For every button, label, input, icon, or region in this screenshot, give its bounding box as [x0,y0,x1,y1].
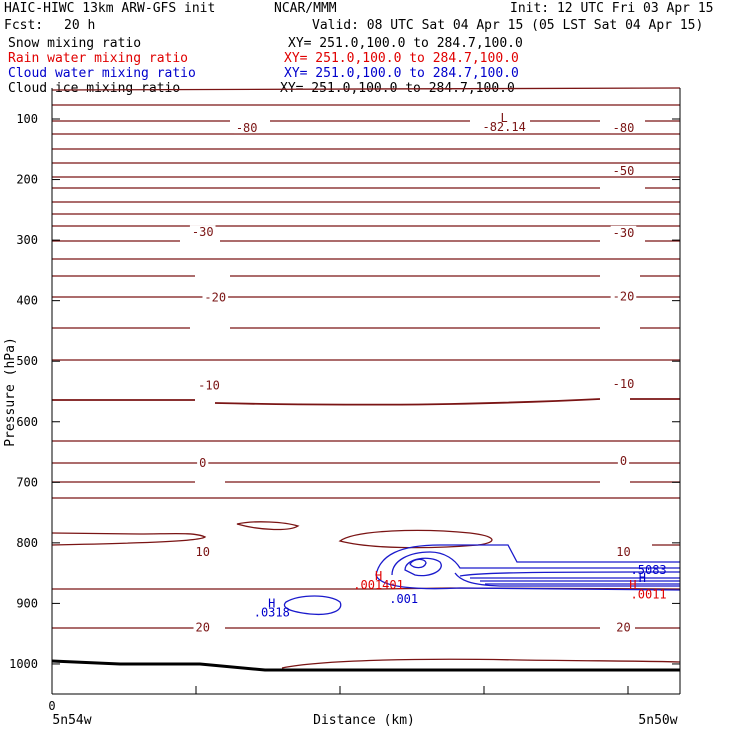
temperature-contour-label: -82.14 [482,120,525,134]
contour-label-background [202,290,229,303]
field-cloudwater-xy: XY= 251.0,100.0 to 284.7,100.0 [284,66,519,81]
y-tick-label: 400 [16,294,38,308]
extremum-marker: H [629,578,636,592]
y-axis-title: Pressure (hPa) [3,337,18,447]
field-cloudwater-name: Cloud water mixing ratio [8,66,196,81]
fcst-label: Fcst: [4,18,44,33]
init-time: Init: 12 UTC Fri 03 Apr 15 [510,1,714,16]
temperature-contour-label: 10 [195,545,209,559]
extremum-value-label: .0011 [631,587,667,601]
y-tick-label: 300 [16,233,38,247]
y-tick-label: 700 [16,475,38,489]
temperature-contour-label: 0 [620,454,627,468]
org-label: NCAR/MMM [274,1,337,16]
surface-line [51,659,680,672]
contour-label-background [610,225,637,238]
contour-label-background [193,544,212,557]
contour-label-background [193,620,212,633]
valid-time: Valid: 08 UTC Sat 04 Apr 15 (05 LST Sat … [312,18,704,33]
extremum-marker: H [639,571,646,585]
temperature-contour-label: 20 [195,621,209,635]
extremum-marker: H [268,596,275,610]
temperature-contour-label: 10 [616,545,630,559]
contour-labels: -80 -82.14 -80 -50 -30 -30 -20 -20 -10 -10 0 0 10 10 2… [189,111,667,635]
temperature-contour-label: 0 [199,456,206,470]
extremum-value-label: .0318 [254,605,290,619]
contour-label-background [189,225,216,238]
y-tick-label: 100 [16,112,38,126]
contour-label-background [610,121,637,134]
field-rain-xy: XY= 251.0,100.0 to 284.7,100.0 [284,51,519,66]
y-tick-label: 500 [16,354,38,368]
y-tick-label: 800 [16,536,38,550]
temperature-contour-label: -30 [192,225,214,239]
contour-label-background [614,620,633,633]
contour-label-background [233,121,260,134]
axis-frame [51,88,681,695]
cloud-water-contours [283,544,681,616]
x-start-tick-label: 0 [48,699,55,713]
contour-label-background [610,164,637,177]
plot-title: HAIC-HIWC 13km ARW-GFS init [4,1,216,16]
temperature-contour-label: -20 [204,291,226,305]
contour-label-background [197,455,209,468]
extremum-value-label: .001 [389,592,418,606]
temperature-contour-label: -10 [198,378,220,392]
contour-label-background [610,289,637,302]
extremum-value-label: .001401 [353,578,404,592]
temperature-contour-label: -50 [613,164,635,178]
temperature-contour-label: -30 [613,226,635,240]
extremum-marker: H [375,569,382,583]
temperature-contour-label: -80 [613,121,635,135]
field-rain-name: Rain water mixing ratio [8,51,189,66]
x-axis-ticks [195,686,629,694]
x-right-label: 5n50w [638,713,677,728]
temperature-contour-label: -80 [236,121,258,135]
contour-label-background [480,119,528,132]
contour-label-background [196,378,222,391]
field-snow-xy: XY= 251.0,100.0 to 284.7,100.0 [288,36,523,51]
extremum-value-label: .5083 [631,563,667,577]
x-axis-title: Distance (km) [313,713,415,728]
x-left-label: 5n54w [52,713,91,728]
temperature-contour-label: 20 [616,621,630,635]
extremum-marker: L [501,111,508,125]
temperature-contour-label: -20 [613,289,635,303]
y-tick-label: 200 [16,173,38,187]
contour-label-background [614,544,633,557]
field-cloudice-name: Cloud ice mixing ratio [8,81,181,96]
y-tick-label: 900 [16,596,38,610]
field-snow-name: Snow mixing ratio [8,36,142,51]
contour-label-background [610,377,637,390]
y-tick-label: 1000 [9,657,38,671]
temperature-contour-label: -10 [613,377,635,391]
fcst-value: 20 h [64,18,96,33]
contour-label-background [617,454,630,467]
y-tick-label: 600 [16,415,38,429]
